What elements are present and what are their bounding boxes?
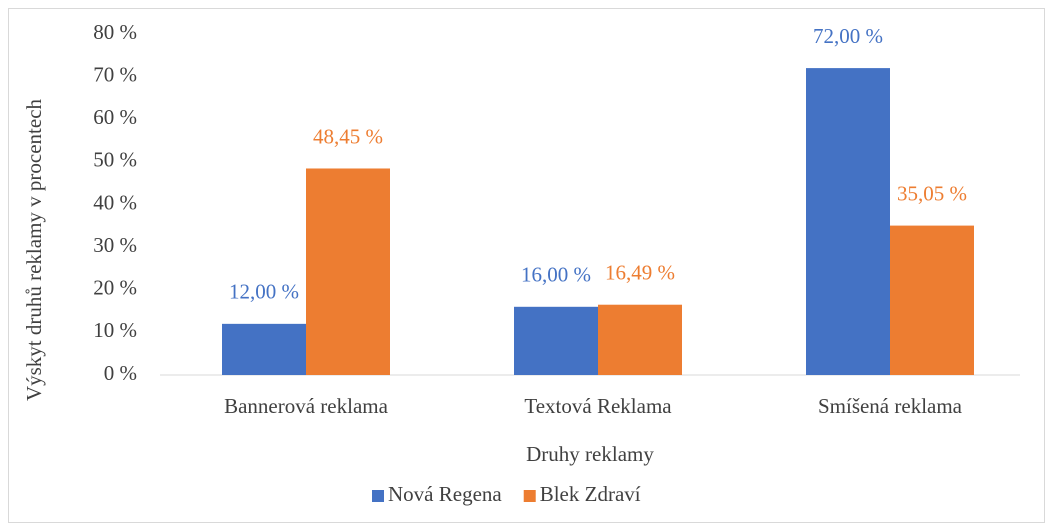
y-tick-label: 10 %: [93, 318, 137, 342]
y-axis-label: Výskyt druhů reklamy v procentech: [22, 98, 46, 401]
data-label: 35,05 %: [897, 181, 967, 205]
legend-swatch: [372, 490, 384, 502]
y-tick-label: 40 %: [93, 190, 137, 214]
x-tick-label: Bannerová reklama: [224, 394, 389, 418]
bar: [514, 306, 598, 375]
y-tick-label: 30 %: [93, 233, 137, 257]
data-label: 16,00 %: [521, 263, 591, 287]
bar: [890, 225, 974, 375]
legend-label: Nová Regena: [388, 482, 502, 506]
y-tick-label: 20 %: [93, 276, 137, 300]
legend-label: Blek Zdraví: [540, 482, 641, 506]
y-tick-label: 60 %: [93, 105, 137, 129]
data-label: 12,00 %: [229, 280, 299, 304]
y-tick-label: 0 %: [104, 361, 137, 385]
data-label: 48,45 %: [313, 124, 383, 148]
y-tick-label: 70 %: [93, 62, 137, 86]
x-tick-label: Textová Reklama: [524, 394, 672, 418]
bar: [306, 168, 390, 375]
x-tick-label: Smíšená reklama: [818, 394, 963, 418]
x-axis-label: Druhy reklamy: [526, 442, 654, 466]
bar: [598, 304, 682, 375]
bar: [222, 323, 306, 375]
bar: [806, 68, 890, 375]
y-tick-label: 80 %: [93, 20, 137, 44]
data-label: 72,00 %: [813, 24, 883, 48]
legend-swatch: [523, 490, 536, 502]
y-tick-label: 50 %: [93, 148, 137, 172]
data-label: 16,49 %: [605, 261, 675, 285]
